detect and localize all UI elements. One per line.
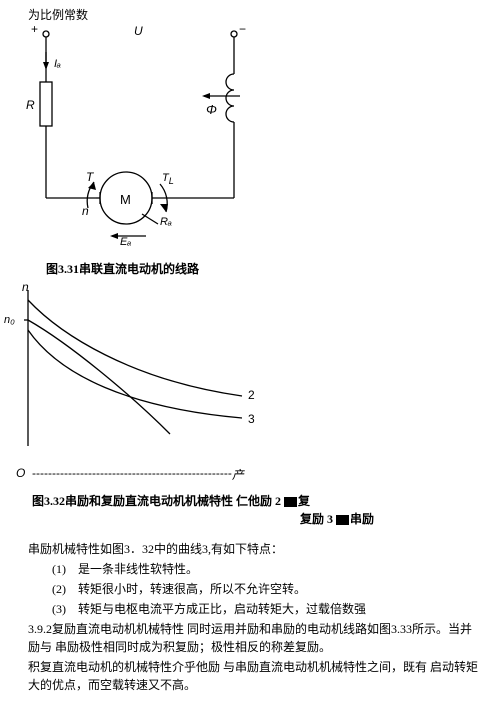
list-item: (3) 转矩与电枢电流平方成正比，启动转矩大，过载倍数强: [28, 600, 478, 618]
list-item: (1) 是一条非线性软特性。: [28, 560, 478, 578]
fig331-caption: 图3.31串联直流电动机的线路: [46, 260, 199, 278]
body-text: 串励机械特性如图3．32中的曲线3,有如下特点： (1) 是一条非线性软特性。 …: [28, 540, 478, 696]
phi-label: Φ: [206, 100, 217, 120]
circuit-diagram: + − U Iₐ R Φ T n M TL Rₐ Eₐ: [34, 22, 284, 254]
r-label: R: [26, 96, 35, 114]
para-392: 3.9.2复励直流电动机机械特性 同时运用并励和串励的电动机线路如图3.33所示…: [28, 620, 478, 656]
curve-2: 2: [248, 386, 255, 404]
ra-label: Rₐ: [160, 214, 172, 231]
black-box-icon: [336, 515, 349, 525]
curve-n0: n₀: [4, 312, 15, 329]
axis-o-t: O --------------------------------------…: [16, 464, 366, 482]
origin-o: O: [16, 466, 25, 480]
ia-label: Iₐ: [54, 56, 61, 73]
curve-n: n: [22, 278, 29, 296]
t-label: T: [86, 168, 93, 186]
fig332-caption-line1: 图3.32串励和复励直流电动机机械特性 仁他励 2 复: [32, 492, 310, 510]
minus-label: −: [239, 20, 246, 38]
para-lead: 串励机械特性如图3．32中的曲线3,有如下特点：: [28, 540, 478, 558]
black-box-icon: [284, 497, 297, 507]
fig332-caption-line2: 复励 3 串励: [300, 510, 374, 528]
list-item: (2) 转矩很小时，转速很高，所以不允许空转。: [28, 580, 478, 598]
m-label: M: [120, 190, 131, 210]
n-label: n: [82, 202, 89, 220]
ea-label: Eₐ: [120, 234, 131, 251]
plus-label: +: [31, 20, 38, 38]
curve-3: 3: [248, 410, 255, 428]
para-compound: 积复直流电动机的机械特性介乎他励 与串励直流电动机机械特性之间，既有 启动转矩大…: [28, 658, 478, 694]
curve-diagram: n n₀ 2 3: [10, 284, 260, 454]
u-label: U: [134, 22, 143, 40]
tl-label: TL: [162, 170, 174, 189]
